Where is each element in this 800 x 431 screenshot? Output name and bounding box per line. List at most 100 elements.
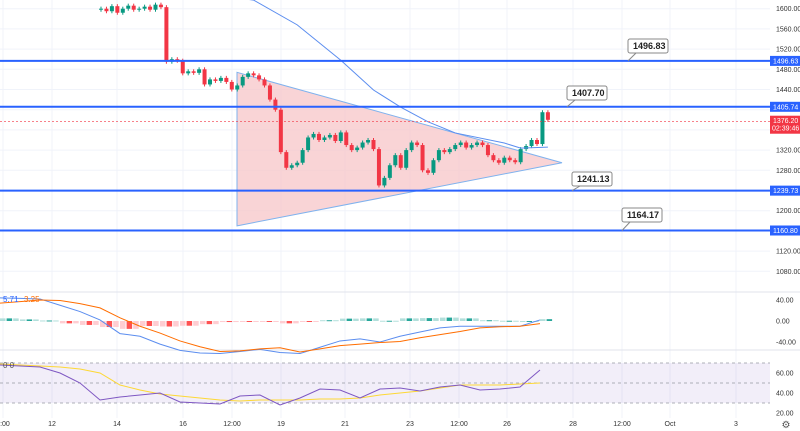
macd-histogram-bar [320,320,326,322]
macd-axis-label: 0.00 [776,319,790,326]
candle-body [464,142,469,148]
time-axis-label: 12:00 [223,421,241,428]
candle-body [535,140,539,145]
macd-histogram-bar [413,318,419,321]
macd-histogram-bar [53,320,59,322]
macd-histogram-bar [273,321,279,322]
macd-histogram-bar [500,320,506,322]
callout-pointer [627,52,637,62]
macd-histogram-bar [526,321,533,322]
settings-gear-icon[interactable]: ⚙ [782,420,791,431]
macd-histogram-bar [193,321,199,326]
price-axis-label: 1280.00 [776,168,800,175]
candle-body [387,165,392,178]
candle-body [507,157,512,161]
rsi-axis-label: 40.00 [776,391,794,398]
candle-body [191,71,196,73]
price-axis-label: 1200.00 [776,208,800,215]
candle-body [213,79,218,81]
macd-histogram-bar [73,321,79,324]
macd-histogram-bar [246,321,253,322]
candle-body [442,150,447,153]
candle-body [278,109,283,153]
candle-body [317,133,321,140]
candle-body [120,8,125,13]
macd-histogram-bar [326,320,333,322]
macd-histogram-bar [233,321,239,323]
macd-histogram-bar [433,318,439,321]
macd-histogram-bar [106,321,113,328]
candle-body [502,157,507,163]
candle-body [366,140,371,143]
candle-body [475,142,480,146]
candle-body [99,8,103,10]
level-price-tag [770,185,800,196]
level-callout [566,85,608,101]
macd-histogram-bar [306,321,313,322]
macd-histogram-bar [266,321,273,322]
macd-histogram-bar [420,318,426,321]
triangle-pattern [236,71,563,227]
candle-body [518,149,523,163]
callout-pointer [571,185,581,192]
candle-body [295,162,300,166]
time-axis-label: 2:00 [0,421,10,428]
candle-body [447,149,452,153]
macd-histogram-bar [340,318,346,321]
macd-histogram-bar [226,321,233,323]
level-callout-text: 1496.83 [633,41,666,51]
macd-histogram-bar [93,321,99,325]
macd-histogram-bar [173,321,179,327]
price-axis-label: 1440.00 [776,87,800,94]
macd-axis-label: -40.00 [776,340,796,347]
macd-histogram-bar [386,320,393,322]
candle-body [376,149,381,186]
macd-histogram-bar [166,321,173,327]
candle-body [229,81,234,90]
macd-histogram-bar [400,318,406,321]
macd-histogram-bar [240,321,246,322]
time-axis-label: Oct [665,421,676,428]
macd-histogram-bar [113,321,119,328]
macd-histogram-bar [520,321,526,322]
candle-body [545,112,550,120]
time-axis-label: 16 [179,421,187,428]
macd-histogram-bar [446,317,453,321]
candle-body [142,6,147,9]
macd-histogram-bar [66,321,73,324]
candle-body [224,77,229,82]
candle-body [322,137,327,140]
candle-body [431,160,436,173]
price-axis-label: 1560.00 [776,26,800,33]
candle-body [349,145,354,151]
candle-body [382,177,387,186]
candle-body [180,60,185,74]
level-price-tag [770,55,800,66]
macd-signal-line [0,299,541,353]
candle-body [398,155,403,168]
macd-histogram-bar [513,320,519,322]
candle-body [529,140,534,147]
macd-signal-legend-value: 3.25 [24,295,40,304]
time-axis-label: 12 [48,421,56,428]
price-axis-label: 1480.00 [776,67,800,74]
candle-body [262,79,267,86]
candle-body [333,134,338,142]
macd-axis-label: 40.00 [776,298,794,305]
candle-body [273,99,278,110]
macd-histogram-bar [100,321,106,328]
price-axis-label: 1600.00 [776,6,800,13]
price-axis-label: 1520.00 [776,47,800,54]
macd-histogram-bar [286,321,293,324]
candle-body [415,142,420,146]
candle-body [153,4,158,10]
macd-histogram-bar [353,318,359,321]
candle-body [404,150,409,168]
time-axis-label: 19 [277,421,285,428]
macd-histogram-bar [160,321,166,327]
candle-body [409,142,414,151]
macd-histogram-bar [126,321,133,329]
macd-histogram-bar [453,317,459,321]
level-callout-text: 1241.13 [577,174,610,184]
